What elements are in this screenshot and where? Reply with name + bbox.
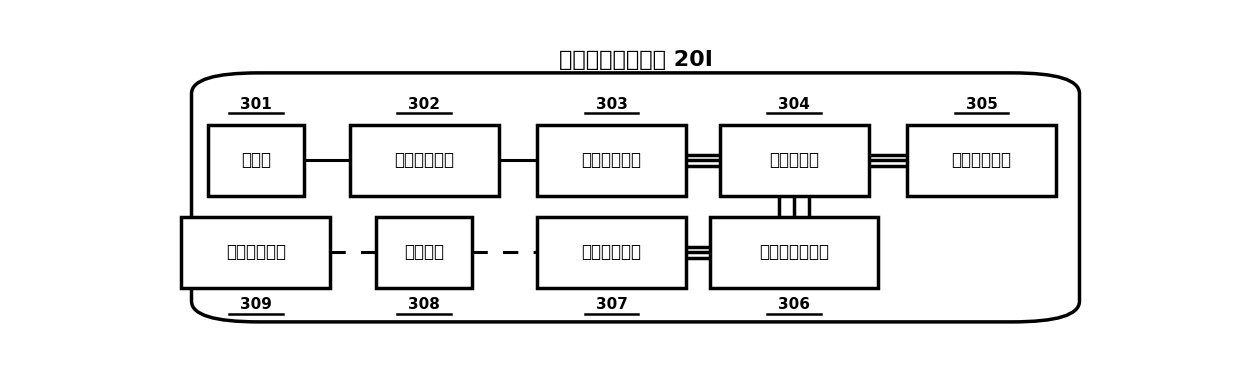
Text: 分布式光纤水听器 20I: 分布式光纤水听器 20I [558,50,713,70]
Text: 306: 306 [777,296,810,311]
Text: 光缆连接模块: 光缆连接模块 [951,151,1012,169]
Text: 302: 302 [408,97,440,112]
FancyBboxPatch shape [537,217,686,288]
Text: 环形器单元: 环形器单元 [769,151,820,169]
Text: 采样模块: 采样模块 [404,243,444,261]
Text: 304: 304 [779,97,810,112]
FancyBboxPatch shape [719,125,868,196]
Text: 脉冲调制模块: 脉冲调制模块 [394,151,454,169]
Text: 301: 301 [241,97,272,112]
Text: 305: 305 [966,97,997,112]
Text: 信号分析模块: 信号分析模块 [226,243,286,261]
FancyBboxPatch shape [191,73,1080,322]
Text: 309: 309 [241,296,272,311]
FancyBboxPatch shape [350,125,498,196]
Text: 307: 307 [595,296,627,311]
FancyBboxPatch shape [181,217,330,288]
Text: 303: 303 [595,97,627,112]
Text: 308: 308 [408,296,440,311]
Text: 光电转换模块: 光电转换模块 [582,243,641,261]
Text: 激光器: 激光器 [241,151,270,169]
Text: 多路复用模块: 多路复用模块 [582,151,641,169]
FancyBboxPatch shape [208,125,304,196]
FancyBboxPatch shape [537,125,686,196]
FancyBboxPatch shape [906,125,1056,196]
FancyBboxPatch shape [711,217,878,288]
Text: 多路解复用模块: 多路解复用模块 [759,243,830,261]
FancyBboxPatch shape [376,217,472,288]
